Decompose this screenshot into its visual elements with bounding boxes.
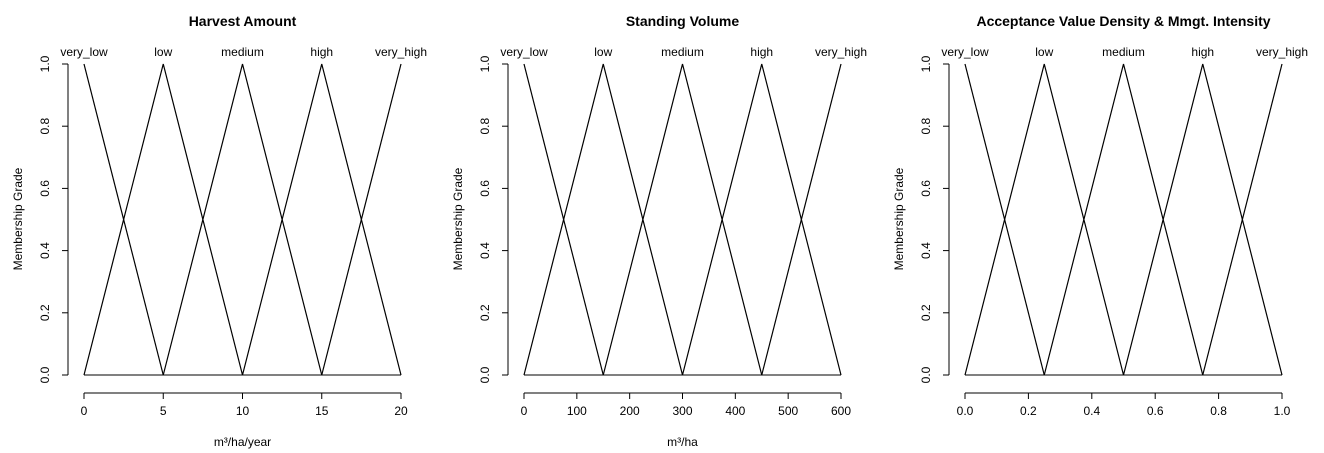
membership-line-medium — [602, 63, 763, 376]
x-tick-label: 0.2 — [1020, 404, 1037, 418]
x-tick-label: 0 — [81, 404, 88, 418]
set-label-high: high — [750, 45, 773, 59]
y-tick-label: 0.2 — [478, 304, 492, 321]
membership-line-low — [523, 63, 684, 376]
x-tick-label: 0.6 — [1147, 404, 1164, 418]
y-tick-label: 0.4 — [38, 242, 52, 259]
x-tick-label: 100 — [567, 404, 587, 418]
set-label-very-low: very_low — [500, 45, 548, 59]
membership-line-very-high — [1202, 63, 1283, 376]
set-label-medium: medium — [221, 45, 264, 59]
x-tick-label: 0.8 — [1210, 404, 1227, 418]
set-label-medium: medium — [661, 45, 704, 59]
chart-title: Standing Volume — [626, 13, 740, 29]
membership-line-low — [83, 63, 244, 376]
membership-line-medium — [1043, 63, 1204, 376]
y-tick-label: 1.0 — [478, 55, 492, 72]
y-tick-label: 0.2 — [38, 304, 52, 321]
set-label-very-high: very_high — [815, 45, 867, 59]
y-tick-label: 0.0 — [478, 366, 492, 383]
y-axis-label: Membership Grade — [451, 167, 465, 270]
set-label-medium: medium — [1102, 45, 1145, 59]
set-label-very-high: very_high — [1256, 45, 1308, 59]
x-tick-label: 10 — [236, 404, 250, 418]
set-label-low: low — [594, 45, 612, 59]
set-label-low: low — [154, 45, 172, 59]
set-label-very-low: very_low — [941, 45, 989, 59]
y-tick-label: 0.8 — [478, 118, 492, 135]
x-tick-label: 0.4 — [1083, 404, 1100, 418]
y-tick-label: 0.0 — [38, 366, 52, 383]
y-tick-label: 0.4 — [919, 242, 933, 259]
set-label-high: high — [310, 45, 333, 59]
set-label-low: low — [1035, 45, 1053, 59]
chart-title: Acceptance Value Density & Mmgt. Intensi… — [976, 13, 1270, 29]
y-tick-label: 0.6 — [919, 180, 933, 197]
membership-line-high — [681, 63, 842, 376]
y-tick-label: 0.2 — [919, 304, 933, 321]
y-tick-label: 0.0 — [919, 366, 933, 383]
chart-panel-3: Acceptance Value Density & Mmgt. Intensi… — [892, 13, 1308, 418]
x-tick-label: 1.0 — [1274, 404, 1291, 418]
y-axis-label: Membership Grade — [11, 167, 25, 270]
x-tick-label: 0.0 — [957, 404, 974, 418]
x-tick-label: 500 — [778, 404, 798, 418]
y-tick-label: 0.8 — [919, 118, 933, 135]
x-tick-label: 200 — [620, 404, 640, 418]
x-tick-label: 15 — [315, 404, 329, 418]
set-label-very-high: very_high — [375, 45, 427, 59]
y-tick-label: 0.8 — [38, 118, 52, 135]
x-axis-label: m³/ha — [667, 435, 698, 449]
set-label-high: high — [1191, 45, 1214, 59]
x-tick-label: 400 — [725, 404, 745, 418]
chart-title: Harvest Amount — [189, 13, 297, 29]
x-tick-label: 20 — [394, 404, 408, 418]
membership-line-low — [964, 63, 1125, 376]
y-axis-label: Membership Grade — [892, 167, 906, 270]
membership-line-high — [1122, 63, 1283, 376]
x-tick-label: 300 — [672, 404, 692, 418]
y-tick-label: 0.6 — [38, 180, 52, 197]
x-axis-label: m³/ha/year — [214, 435, 271, 449]
membership-line-very-high — [761, 63, 842, 376]
membership-line-medium — [162, 63, 323, 376]
y-tick-label: 1.0 — [919, 55, 933, 72]
chart-panel-2: Standing Volume 0 100 200 300 400 500 600 m³/ha 0… — [451, 13, 867, 449]
x-tick-label: 5 — [160, 404, 167, 418]
set-label-very-low: very_low — [60, 45, 108, 59]
membership-line-high — [241, 63, 402, 376]
x-tick-label: 0 — [521, 404, 528, 418]
x-tick-label: 600 — [831, 404, 851, 418]
y-tick-label: 0.4 — [478, 242, 492, 259]
y-tick-label: 1.0 — [38, 55, 52, 72]
chart-panel-1: Harvest Amount 0 5 10 15 20 m³/ha/year 0.0 0.2 0.… — [11, 13, 427, 449]
membership-line-very-high — [321, 63, 402, 376]
y-tick-label: 0.6 — [478, 180, 492, 197]
